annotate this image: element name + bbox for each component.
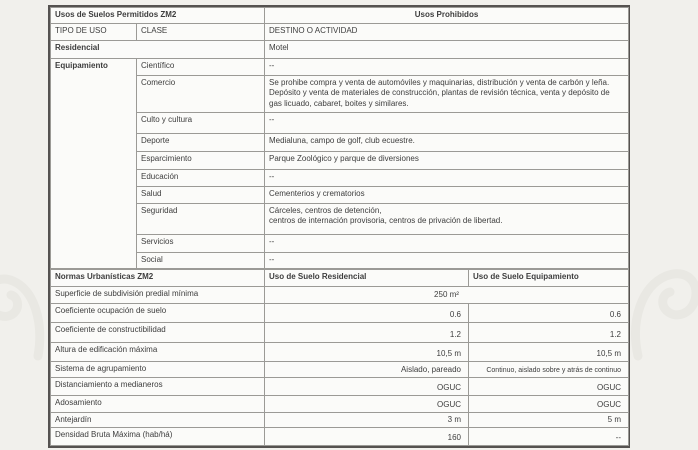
uses-permitted-header: Usos de Suelos Permitidos ZM2	[50, 7, 265, 24]
norma-label: Distanciamiento a medianeros	[50, 377, 265, 396]
row-label-salud: Salud	[136, 186, 265, 204]
norma-label: Sistema de agrupamiento	[50, 361, 265, 378]
row-label-servicios: Servicios	[136, 234, 265, 253]
col-header-destino: DESTINO O ACTIVIDAD	[264, 23, 629, 41]
norma-row: Altura de edificación máxima 10,5 m 10,5…	[50, 342, 629, 362]
cell-servicios-prohibido: --	[264, 234, 629, 253]
norma-row: Distanciamiento a medianeros OGUC OGUC	[50, 377, 629, 396]
zoning-table: Usos de Suelos Permitidos ZM2 Usos Prohi…	[48, 5, 630, 449]
normas-col-equipamiento: Uso de Suelo Equipamiento	[468, 269, 629, 287]
table-row: Culto y cultura --	[51, 112, 629, 134]
norma-value-equipamiento: Continuo, aislado sobre y atrás de conti…	[468, 361, 629, 378]
cell-social-prohibido: --	[264, 252, 629, 269]
norma-value-equipamiento: --	[468, 427, 629, 447]
cell-deporte-prohibido: Medialuna, campo de golf, club ecuestre.	[264, 133, 629, 152]
flourish-watermark-right	[631, 269, 698, 361]
normas-table: Normas Urbanísticas ZM2 Uso de Suelo Res…	[50, 269, 629, 447]
norma-row: Adosamiento OGUC OGUC	[50, 395, 629, 413]
norma-label: Coeficiente de constructibilidad	[50, 322, 265, 343]
table-row: Normas Urbanísticas ZM2 Uso de Suelo Res…	[50, 269, 629, 287]
row-label-culto: Culto y cultura	[136, 112, 265, 134]
row-label-social: Social	[136, 252, 265, 269]
col-header-clase: CLASE	[136, 23, 265, 41]
norma-row: Antejardín 3 m 5 m	[50, 411, 629, 429]
norma-value-residencial: 3 m	[264, 411, 469, 429]
cell-residencial-prohibido: Motel	[264, 40, 629, 59]
norma-row: Sistema de agrupamiento Aislado, pareado…	[50, 361, 629, 378]
norma-value-residencial: 160	[264, 427, 469, 447]
table-row: Residencial Motel	[50, 40, 629, 59]
cell-culto-prohibido: --	[264, 112, 629, 134]
norma-value-equipamiento: 5 m	[468, 411, 629, 429]
table-row: Deporte Medialuna, campo de golf, club e…	[51, 133, 629, 152]
norma-row: Superficie de subdivisión predial mínima…	[50, 286, 629, 304]
flourish-watermark-left	[0, 274, 45, 361]
table-row: Comercio Se prohibe compra y venta de au…	[51, 75, 629, 113]
norma-value-equipamiento: 10,5 m	[468, 342, 629, 362]
row-label-residencial: Residencial	[50, 40, 265, 59]
table-row: Educación --	[51, 169, 629, 187]
table-row: TIPO DE USO CLASE DESTINO O ACTIVIDAD	[50, 23, 629, 41]
table-row: Servicios --	[51, 234, 629, 253]
normas-col-residencial: Uso de Suelo Residencial	[264, 269, 469, 287]
normas-title: Normas Urbanísticas ZM2	[50, 269, 265, 287]
norma-value-residencial: OGUC	[264, 377, 469, 396]
norma-value-equipamiento: OGUC	[468, 395, 629, 413]
norma-label: Superficie de subdivisión predial mínima	[50, 286, 265, 304]
norma-value-equipamiento: 0.6	[468, 303, 629, 323]
norma-label: Adosamiento	[50, 395, 265, 413]
cell-cientifico-prohibido: --	[264, 58, 629, 76]
norma-value-equipamiento: OGUC	[468, 377, 629, 396]
table-row: Seguridad Cárceles, centros de detención…	[51, 203, 629, 235]
cell-seguridad-prohibido: Cárceles, centros de detención, centros …	[264, 203, 629, 235]
norma-row: Coeficiente de constructibilidad 1.2 1.2	[50, 322, 629, 343]
norma-label: Antejardín	[50, 411, 265, 429]
table-row: Usos de Suelos Permitidos ZM2 Usos Prohi…	[50, 7, 629, 24]
row-label-equipamiento: Equipamiento	[50, 58, 137, 269]
norma-value-residencial: 1.2	[264, 322, 469, 343]
row-label-deporte: Deporte	[136, 133, 265, 152]
cell-salud-prohibido: Cementerios y crematorios	[264, 186, 629, 204]
table-row: Social --	[51, 252, 629, 269]
norma-value-residencial: OGUC	[264, 395, 469, 413]
row-label-esparcimiento: Esparcimiento	[136, 151, 265, 170]
norma-value-residencial: 0.6	[264, 303, 469, 323]
norma-value-merged: 250 m²	[264, 286, 629, 304]
col-header-tipo-de-uso: TIPO DE USO	[50, 23, 137, 41]
table-row: Equipamiento Científico --	[50, 58, 629, 269]
norma-row: Coeficiente ocupación de suelo 0.6 0.6	[50, 303, 629, 323]
uses-table: Usos de Suelos Permitidos ZM2 Usos Prohi…	[50, 7, 629, 269]
row-label-cientifico: Científico	[136, 58, 265, 76]
row-label-comercio: Comercio	[136, 75, 265, 113]
norma-label: Densidad Bruta Máxima (hab/há)	[50, 427, 265, 447]
table-row: Salud Cementerios y crematorios	[51, 186, 629, 204]
norma-value-residencial: 10,5 m	[264, 342, 469, 362]
norma-value-equipamiento: 1.2	[468, 322, 629, 343]
cell-educacion-prohibido: --	[264, 169, 629, 187]
table-row: Esparcimiento Parque Zoológico y parque …	[51, 151, 629, 170]
row-label-seguridad: Seguridad	[136, 203, 265, 235]
uses-prohibited-header: Usos Prohibidos	[264, 7, 629, 24]
norma-value-residencial: Aislado, pareado	[264, 361, 469, 378]
cell-comercio-prohibido: Se prohibe compra y venta de automóviles…	[264, 75, 629, 113]
norma-row: Densidad Bruta Máxima (hab/há) 160 --	[50, 427, 629, 447]
norma-label: Coeficiente ocupación de suelo	[50, 303, 265, 323]
cell-esparcimiento-prohibido: Parque Zoológico y parque de diversiones	[264, 151, 629, 170]
norma-label: Altura de edificación máxima	[50, 342, 265, 362]
row-label-educacion: Educación	[136, 169, 265, 187]
